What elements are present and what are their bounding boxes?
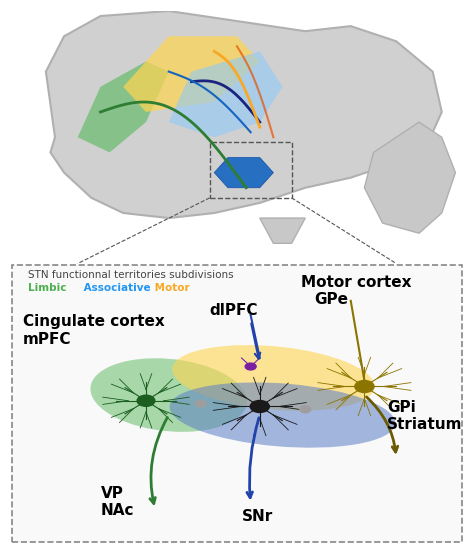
Circle shape	[355, 380, 374, 393]
Text: Motor: Motor	[151, 283, 189, 293]
Text: dlPFC: dlPFC	[210, 303, 258, 318]
Text: GPe: GPe	[314, 292, 348, 307]
Text: STN functionnal territories subdivisions: STN functionnal territories subdivisions	[27, 270, 233, 280]
Ellipse shape	[91, 358, 247, 432]
Text: VP
NAc: VP NAc	[100, 485, 134, 518]
Polygon shape	[123, 36, 260, 112]
Polygon shape	[260, 218, 305, 243]
Text: Motor cortex: Motor cortex	[301, 274, 411, 289]
Polygon shape	[78, 61, 169, 153]
Ellipse shape	[170, 383, 395, 447]
Text: Associative: Associative	[80, 283, 151, 293]
Circle shape	[195, 400, 206, 407]
Text: SNr: SNr	[242, 509, 273, 524]
Circle shape	[245, 363, 256, 370]
Text: Cingulate cortex
mPFC: Cingulate cortex mPFC	[23, 314, 165, 346]
Polygon shape	[214, 158, 273, 188]
Ellipse shape	[172, 345, 374, 411]
Circle shape	[250, 400, 269, 412]
Polygon shape	[46, 11, 442, 218]
Circle shape	[300, 406, 311, 413]
Circle shape	[137, 395, 155, 406]
FancyBboxPatch shape	[12, 265, 462, 542]
Text: GPi
Striatum: GPi Striatum	[387, 400, 463, 432]
Polygon shape	[169, 52, 283, 137]
Text: Limbic: Limbic	[27, 283, 66, 293]
Polygon shape	[365, 122, 456, 233]
